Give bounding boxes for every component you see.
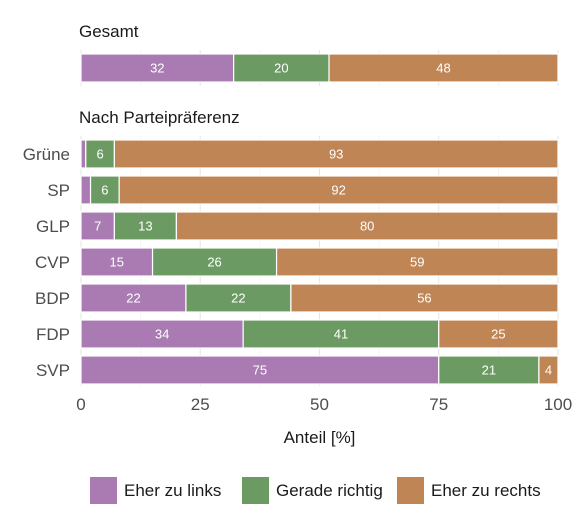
- bar-row: SP 6 92: [47, 175, 559, 205]
- data-label: 21: [482, 363, 496, 378]
- data-label: 26: [207, 255, 221, 270]
- bar-row: GLP 7 13 80: [36, 211, 559, 241]
- data-label: 75: [253, 363, 267, 378]
- panel-title: Nach Parteipräferenz: [79, 108, 240, 127]
- data-label: 93: [329, 147, 343, 162]
- bar-segment: [438, 319, 559, 349]
- legend-item: Eher zu rechts: [397, 477, 541, 504]
- data-label: 20: [274, 61, 288, 76]
- bar-segment: [151, 247, 278, 277]
- bar-row: Grüne 6 93: [23, 139, 559, 169]
- x-tick-label: 75: [429, 395, 448, 414]
- bar-segment: [80, 211, 115, 241]
- category-label: Grüne: [23, 145, 70, 164]
- legend-swatch: [90, 477, 117, 504]
- category-label: FDP: [36, 325, 70, 344]
- data-label: 59: [410, 255, 424, 270]
- data-label: 34: [155, 327, 169, 342]
- category-label: CVP: [35, 253, 70, 272]
- bar-segment: [80, 175, 92, 205]
- bar-row: FDP 34 41 25: [36, 319, 559, 349]
- legend-label: Gerade richtig: [276, 481, 383, 500]
- data-label: 15: [110, 255, 124, 270]
- data-label: 56: [417, 291, 431, 306]
- bar-segment: [85, 139, 115, 169]
- x-tick-label: 100: [544, 395, 572, 414]
- bar-segment: [185, 283, 292, 313]
- data-label: 4: [545, 363, 552, 378]
- x-tick-label: 0: [76, 395, 85, 414]
- panel-overall: Gesamt 32 20 48: [79, 22, 559, 86]
- x-tick-label: 50: [310, 395, 329, 414]
- bar-segment: [113, 139, 559, 169]
- bar-row: 32 20 48: [80, 53, 559, 83]
- bar-segment: [538, 355, 559, 385]
- bar-row: CVP 15 26 59: [35, 247, 559, 277]
- category-label: SP: [47, 181, 70, 200]
- data-label: 22: [231, 291, 245, 306]
- data-label: 22: [126, 291, 140, 306]
- data-label: 6: [101, 183, 108, 198]
- legend: Eher zu links Gerade richtig Eher zu recht…: [90, 477, 541, 504]
- bar-segment: [233, 53, 330, 83]
- legend-item: Gerade richtig: [242, 477, 383, 504]
- data-label: 92: [331, 183, 345, 198]
- category-label: SVP: [36, 361, 70, 380]
- bar-segment: [80, 139, 87, 169]
- category-label: GLP: [36, 217, 70, 236]
- legend-item: Eher zu links: [90, 477, 221, 504]
- x-tick-label: 25: [191, 395, 210, 414]
- data-label: 13: [138, 219, 152, 234]
- legend-label: Eher zu rechts: [431, 481, 541, 500]
- data-label: 80: [360, 219, 374, 234]
- bar-segment: [242, 319, 440, 349]
- bar-segment: [80, 355, 440, 385]
- bar-segment: [80, 319, 244, 349]
- bar-segment: [290, 283, 559, 313]
- bar-row: BDP 22 22 56: [35, 283, 559, 313]
- data-label: 7: [94, 219, 101, 234]
- legend-swatch: [242, 477, 269, 504]
- x-axis-title: Anteil [%]: [284, 428, 356, 447]
- category-label: BDP: [35, 289, 70, 308]
- bar-segment: [275, 247, 559, 277]
- data-label: 48: [436, 61, 450, 76]
- panel-title: Gesamt: [79, 22, 139, 41]
- bar-segment: [328, 53, 559, 83]
- bar-segment: [175, 211, 559, 241]
- data-label: 41: [334, 327, 348, 342]
- data-label: 32: [150, 61, 164, 76]
- panel-by-party: Nach Parteipräferenz Grüne 6 93 SP 6 92 GLP 7 13 8…: [23, 108, 559, 386]
- data-label: 25: [491, 327, 505, 342]
- bar-segment: [438, 355, 540, 385]
- bar-row: SVP 75 21 4: [36, 355, 559, 385]
- legend-swatch: [397, 477, 424, 504]
- bar-segment: [118, 175, 559, 205]
- x-axis: 0 25 50 75 100 Anteil [%]: [76, 395, 572, 447]
- data-label: 6: [96, 147, 103, 162]
- legend-label: Eher zu links: [124, 481, 221, 500]
